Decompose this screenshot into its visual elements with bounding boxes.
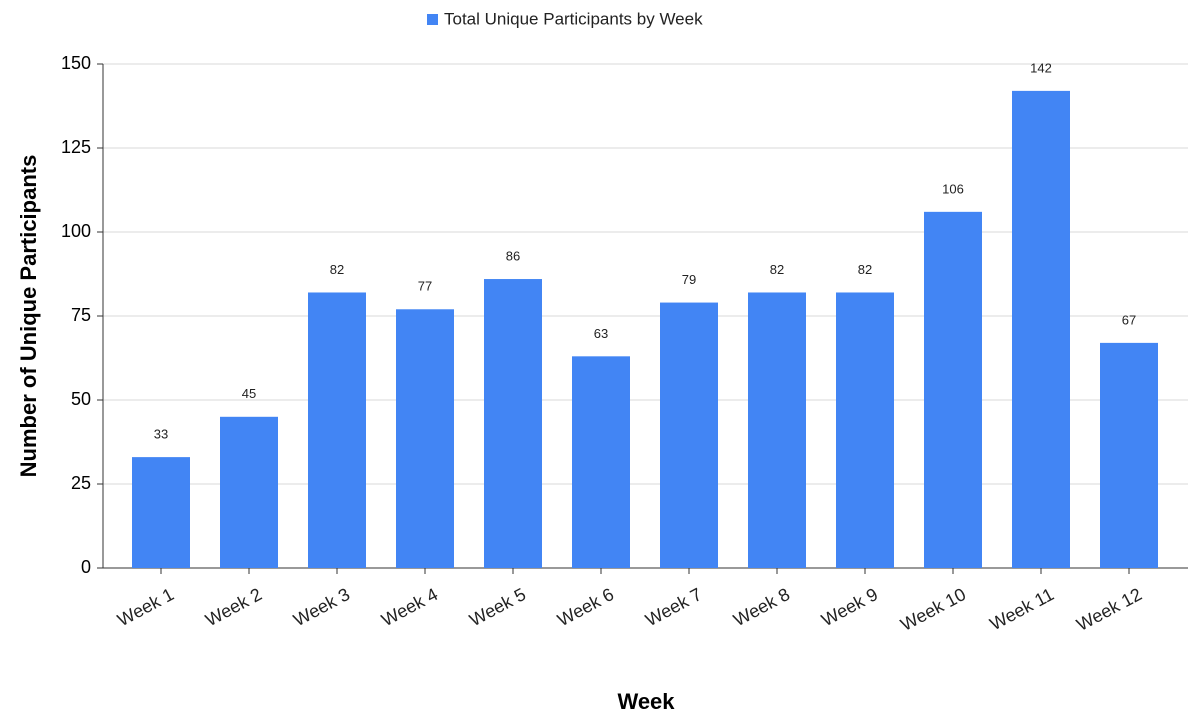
legend-swatch [427,14,438,25]
data-label: 79 [682,272,696,287]
x-tick-label: Week 6 [554,584,617,630]
data-label: 86 [506,248,520,263]
bar [220,416,278,568]
data-label: 82 [770,262,784,277]
y-tick-label: 0 [81,557,91,577]
data-label: 106 [942,181,964,196]
data-label: 45 [242,386,256,401]
x-tick-label: Week 11 [986,584,1057,634]
x-tick-label: Week 4 [378,584,441,630]
y-tick-label: 100 [61,221,91,241]
bar [396,309,454,568]
bar [924,211,982,568]
bar [660,302,718,568]
x-tick-label: Week 3 [290,584,353,630]
bar [836,292,894,568]
x-tick-label: Week 12 [1073,584,1145,635]
data-label: 33 [154,427,168,442]
y-tick-label: 125 [61,137,91,157]
x-tick-label: Week 2 [202,584,265,630]
data-label: 142 [1030,60,1052,75]
x-tick-label: Week 5 [466,584,529,630]
x-tick-label: Week 9 [818,584,881,630]
bar [1012,90,1070,568]
x-tick-label: Week 7 [642,584,705,630]
bar [748,292,806,568]
x-tick-label: Week 1 [114,584,177,630]
bar [572,356,630,568]
x-tick-label: Week 8 [730,584,793,630]
y-tick-label: 75 [71,305,91,325]
x-tick-label: Week 10 [897,584,969,635]
x-axis-title: Week [617,689,675,714]
bar [1100,342,1158,568]
y-tick-label: 150 [61,53,91,73]
data-label: 67 [1122,312,1136,327]
data-label: 77 [418,279,432,294]
bar [132,457,190,568]
legend-label: Total Unique Participants by Week [444,9,703,28]
data-label: 82 [330,262,344,277]
data-label: 63 [594,326,608,341]
bar [308,292,366,568]
y-tick-label: 25 [71,473,91,493]
data-label: 82 [858,262,872,277]
y-tick-label: 50 [71,389,91,409]
bar [484,279,542,568]
y-axis-title: Number of Unique Participants [16,155,41,478]
